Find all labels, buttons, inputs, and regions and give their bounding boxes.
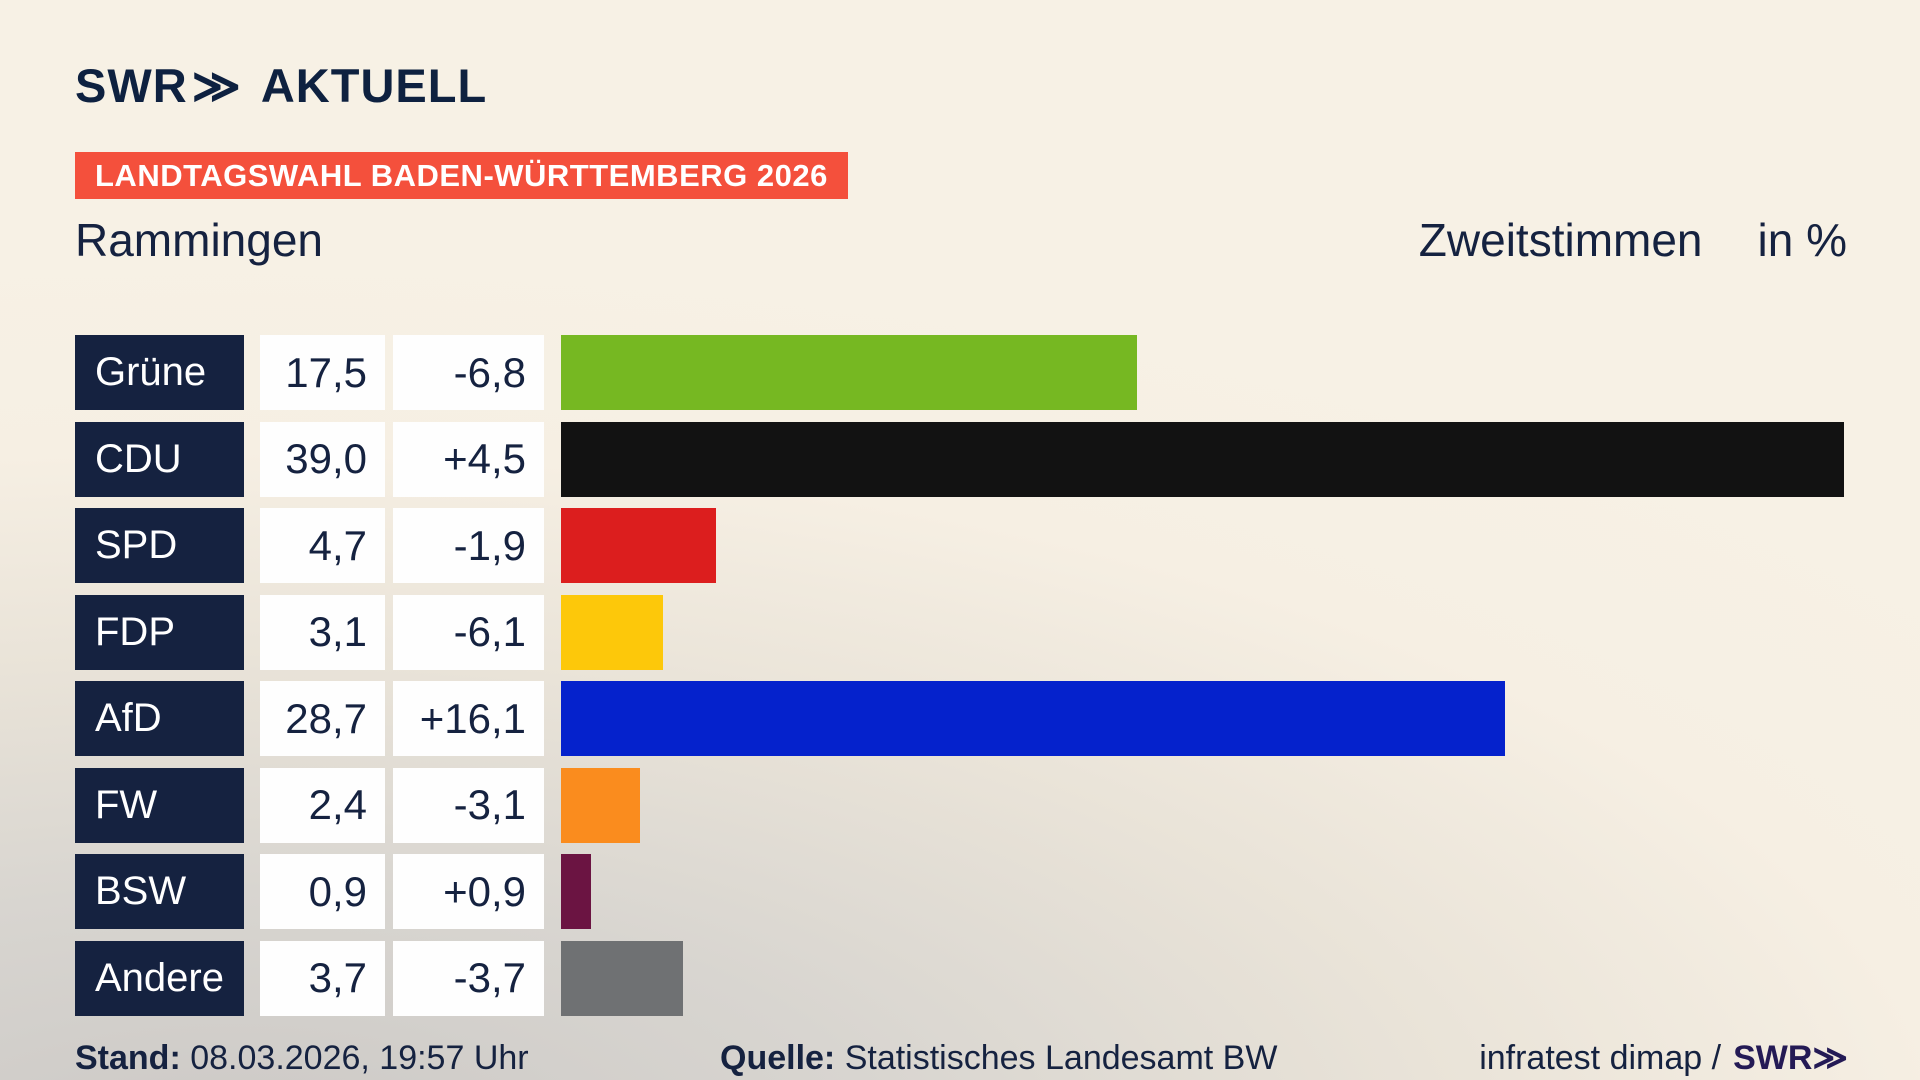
bar-chart: Grüne 17,5 -6,8 CDU 39,0 +4,5 SPD 4,7 -1… <box>75 335 1865 1027</box>
source-note: Quelle: Statistisches Landesamt BW <box>720 1036 1277 1080</box>
stand-value: 08.03.2026, 19:57 Uhr <box>190 1039 529 1077</box>
party-label: SPD <box>75 508 244 583</box>
party-label: BSW <box>75 854 244 929</box>
chart-row: FDP 3,1 -6,1 <box>75 594 1865 670</box>
result-value-cell: 3,1 <box>260 594 385 670</box>
change-value-cell: -6,8 <box>393 335 544 410</box>
result-value-cell: 3,7 <box>260 940 385 1016</box>
result-bar <box>561 594 663 670</box>
change-value-cell: +0,9 <box>393 854 544 929</box>
change-value-cell: -3,7 <box>393 940 544 1016</box>
result-bar <box>561 681 1506 756</box>
chart-row: FW 2,4 -3,1 <box>75 767 1865 843</box>
chart-row: Grüne 17,5 -6,8 <box>75 335 1865 410</box>
aktuell-wordmark: AKTUELL <box>260 59 488 112</box>
party-label: CDU <box>75 421 244 497</box>
quelle-label: Quelle: <box>720 1039 836 1077</box>
chart-row: CDU 39,0 +4,5 <box>75 421 1865 497</box>
chart-row: SPD 4,7 -1,9 <box>75 508 1865 583</box>
party-label: Grüne <box>75 335 244 410</box>
result-bar <box>561 421 1845 497</box>
double-chevron-icon: ≫ <box>191 59 241 112</box>
party-label: FW <box>75 767 244 843</box>
unit-label: in % <box>1757 214 1847 266</box>
double-chevron-icon: ≫ <box>1812 1039 1848 1077</box>
result-bar <box>561 940 683 1016</box>
result-bar <box>561 767 640 843</box>
result-bar <box>561 508 716 583</box>
change-value-cell: -1,9 <box>393 508 544 583</box>
swr-aktuell-logo: SWR≫ AKTUELL <box>75 58 487 114</box>
quelle-value: Statistisches Landesamt BW <box>844 1039 1278 1077</box>
vote-type-label: Zweitstimmen <box>1418 214 1703 266</box>
result-bar <box>561 854 591 929</box>
result-value-cell: 28,7 <box>260 681 385 756</box>
chart-row: Andere 3,7 -3,7 <box>75 940 1865 1016</box>
result-value-cell: 17,5 <box>260 335 385 410</box>
chart-row: AfD 28,7 +16,1 <box>75 681 1865 756</box>
chart-row: BSW 0,9 +0,9 <box>75 854 1865 929</box>
credit-text: infratest dimap / <box>1479 1039 1722 1077</box>
vote-type-title: Zweitstimmen in % <box>1419 213 1847 267</box>
party-label: AfD <box>75 681 244 756</box>
result-value-cell: 0,9 <box>260 854 385 929</box>
change-value-cell: -3,1 <box>393 767 544 843</box>
timestamp-note: Stand: 08.03.2026, 19:57 Uhr <box>75 1036 529 1080</box>
result-value-cell: 4,7 <box>260 508 385 583</box>
party-label: FDP <box>75 594 244 670</box>
change-value-cell: +16,1 <box>393 681 544 756</box>
swr-footer-logo: SWR≫ <box>1733 1039 1848 1077</box>
title-row: Rammingen Zweitstimmen in % <box>75 213 1847 267</box>
swr-wordmark: SWR <box>75 59 188 112</box>
election-badge: LANDTAGSWAHL BADEN-WÜRTTEMBERG 2026 <box>75 152 848 199</box>
municipality-title: Rammingen <box>75 214 323 266</box>
party-label: Andere <box>75 940 244 1016</box>
credit-note: infratest dimap / SWR≫ <box>1479 1036 1848 1080</box>
result-value-cell: 2,4 <box>260 767 385 843</box>
change-value-cell: +4,5 <box>393 421 544 497</box>
result-value-cell: 39,0 <box>260 421 385 497</box>
stand-label: Stand: <box>75 1039 181 1077</box>
change-value-cell: -6,1 <box>393 594 544 670</box>
result-bar <box>561 335 1137 410</box>
